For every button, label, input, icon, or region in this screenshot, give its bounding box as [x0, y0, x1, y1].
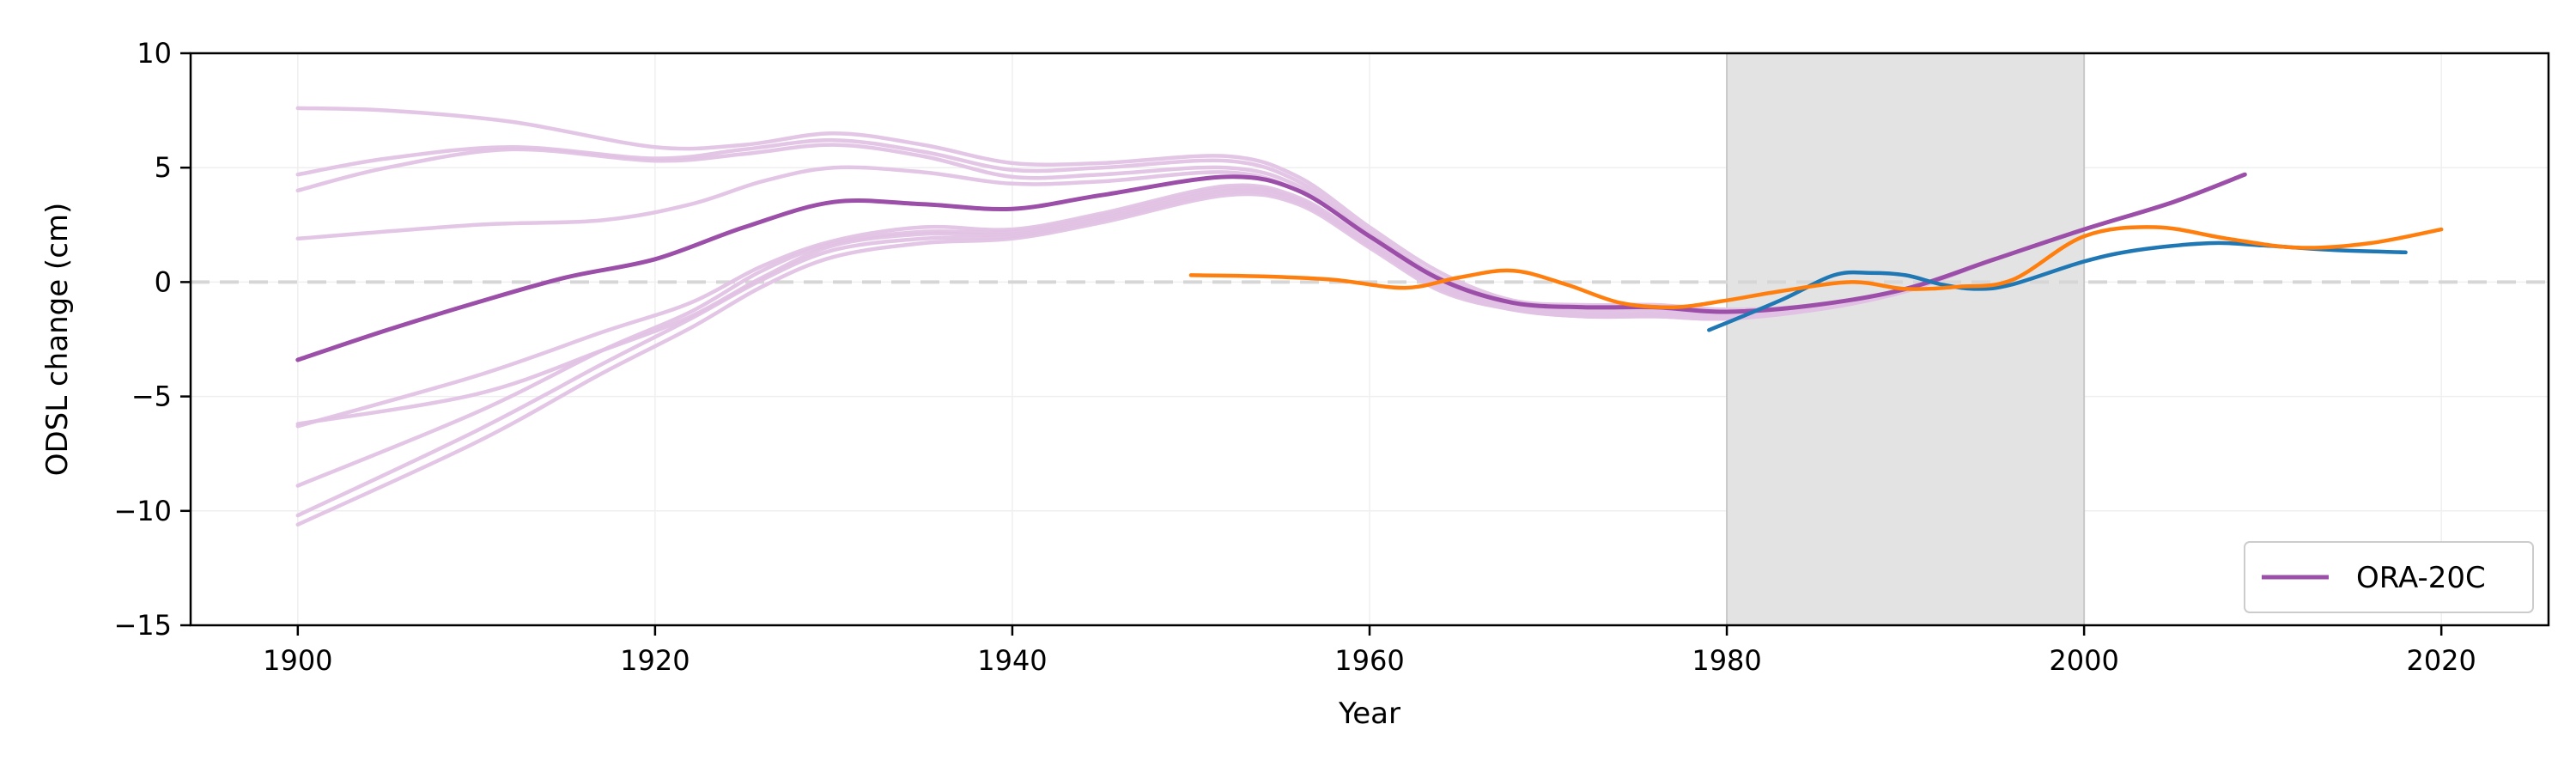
y-tick-label: 0: [155, 265, 172, 298]
y-tick-label: −5: [131, 380, 172, 413]
x-tick-label: 1900: [263, 644, 332, 677]
series-layer: [295, 106, 2444, 527]
y-axis-label: ODSL change (cm): [40, 203, 75, 477]
x-tick-label: 2000: [2049, 644, 2118, 677]
ora-20c-mean-line: [295, 172, 2247, 362]
y-tick-label: −10: [113, 495, 172, 527]
x-tick-label: 1980: [1692, 644, 1761, 677]
legend-label-ora-20c: ORA-20C: [2356, 561, 2486, 595]
x-tick-label: 2020: [2406, 644, 2476, 677]
orange-series-line: [1188, 225, 2444, 310]
legend: ORA-20C: [2244, 541, 2534, 613]
axis-ticks: 1900 1920 1940 1960 1980 2000 2020 −15 −10 −5 0 5 10: [113, 37, 2476, 677]
x-axis-label: Year: [1338, 697, 1400, 731]
x-tick-label: 1960: [1334, 644, 1404, 677]
y-tick-label: 5: [155, 151, 172, 184]
y-tick-label: 10: [137, 37, 172, 70]
x-tick-label: 1940: [977, 644, 1047, 677]
x-tick-label: 1920: [620, 644, 690, 677]
legend-box: [2244, 541, 2534, 613]
shaded-period: [1726, 52, 2086, 626]
y-tick-label: −15: [113, 609, 172, 642]
